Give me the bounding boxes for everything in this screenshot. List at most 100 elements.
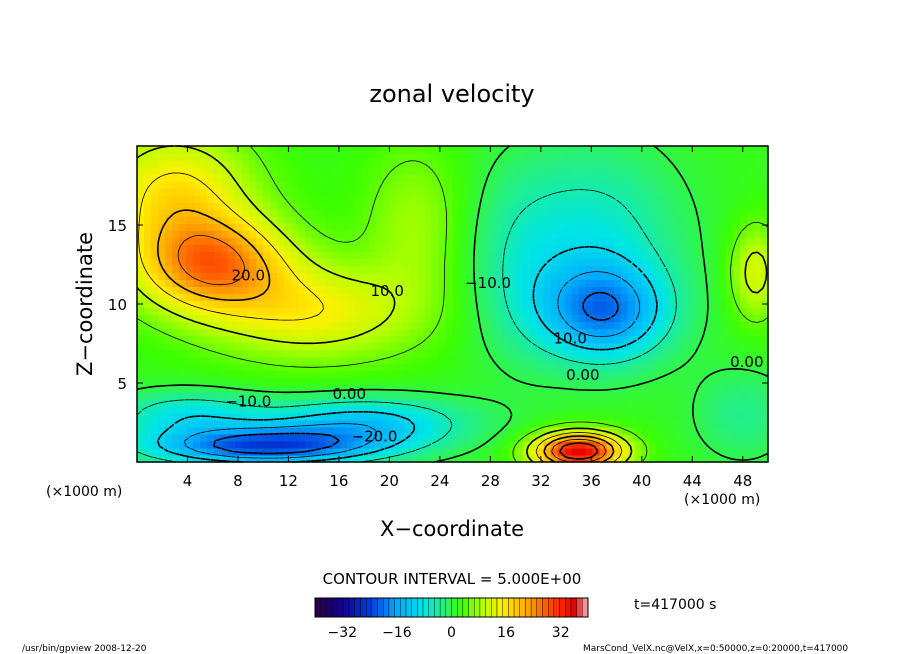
heat-cell: [536, 244, 545, 252]
heat-cell: [543, 391, 552, 400]
heat-cell: [480, 307, 489, 316]
heat-cell: [732, 447, 741, 456]
colorbar-swatch: [343, 597, 350, 618]
heat-cell: [326, 202, 334, 210]
heat-cell: [627, 440, 636, 449]
heat-cell: [389, 230, 398, 238]
heat-cell: [382, 370, 390, 379]
heat-cell: [179, 237, 187, 245]
heat-cell: [676, 237, 685, 245]
heat-cell: [480, 447, 489, 456]
heat-cell: [718, 363, 727, 372]
heat-cell: [711, 146, 720, 154]
heat-cell: [165, 426, 173, 435]
heat-cell: [158, 251, 166, 259]
heat-cell: [228, 405, 236, 414]
heat-cell: [172, 146, 180, 154]
heat-cell: [620, 258, 629, 266]
heat-cell: [312, 398, 320, 407]
heat-cell: [284, 153, 292, 161]
heat-cell: [256, 356, 264, 365]
colorbar-swatch: [445, 597, 452, 618]
heat-cell: [389, 433, 398, 442]
heat-cell: [333, 335, 341, 344]
heat-cell: [214, 258, 222, 266]
heat-cell: [480, 258, 489, 266]
heat-cell: [655, 237, 664, 245]
heat-cell: [760, 286, 769, 295]
heat-cell: [382, 405, 390, 414]
heat-cell: [277, 181, 285, 189]
heat-cell: [739, 328, 748, 337]
heat-cell: [641, 384, 650, 393]
heat-cell: [452, 405, 461, 414]
heat-cell: [214, 321, 222, 330]
heat-cell: [298, 286, 306, 295]
heat-cell: [606, 349, 615, 358]
heat-cell: [403, 209, 412, 217]
heat-cell: [312, 188, 320, 196]
heat-cell: [431, 181, 440, 189]
heat-cell: [550, 244, 559, 252]
heat-cell: [200, 377, 208, 386]
heat-cell: [662, 328, 671, 337]
heat-cell: [550, 384, 559, 393]
heat-cell: [438, 272, 447, 281]
heat-cell: [172, 377, 180, 386]
colorbar-swatch: [394, 597, 401, 618]
heat-cell: [515, 223, 524, 231]
heat-cell: [634, 447, 643, 456]
heat-cell: [585, 335, 594, 344]
heat-cell: [333, 440, 341, 449]
heat-cell: [578, 349, 587, 358]
heat-cell: [221, 202, 229, 210]
heat-cell: [480, 188, 489, 196]
heat-cell: [277, 440, 285, 449]
heat-cell: [459, 174, 468, 182]
heat-cell: [382, 160, 390, 168]
heat-cell: [564, 314, 573, 323]
heat-cell: [641, 230, 650, 238]
heat-cell: [634, 391, 643, 400]
heat-cell: [326, 293, 334, 302]
heat-cell: [641, 447, 650, 456]
heat-cell: [221, 230, 229, 238]
heat-cell: [277, 370, 285, 379]
heat-cell: [550, 398, 559, 407]
heat-cell: [760, 328, 769, 337]
heat-cell: [431, 167, 440, 175]
heat-cell: [263, 272, 271, 281]
heat-cell: [165, 279, 173, 288]
heat-cell: [277, 153, 285, 161]
heat-cell: [452, 335, 461, 344]
heat-cell: [263, 405, 271, 414]
heat-cell: [613, 370, 622, 379]
heat-cell: [655, 363, 664, 372]
heat-cell: [683, 174, 692, 182]
heat-cell: [263, 293, 271, 302]
heat-cell: [284, 174, 292, 182]
heat-cell: [151, 244, 159, 252]
heat-cell: [158, 370, 166, 379]
heat-cell: [578, 335, 587, 344]
heat-cell: [627, 202, 636, 210]
heat-cell: [221, 440, 229, 449]
heat-cell: [515, 412, 524, 421]
heat-cell: [571, 321, 580, 330]
heat-cell: [725, 426, 734, 435]
heat-cell: [207, 433, 215, 442]
heat-cell: [648, 153, 657, 161]
heat-cell: [347, 181, 355, 189]
heat-cell: [529, 363, 538, 372]
heat-cell: [697, 440, 706, 449]
heat-cell: [312, 293, 320, 302]
heat-cell: [697, 202, 706, 210]
heat-cell: [165, 181, 173, 189]
heat-cell: [319, 356, 327, 365]
heat-cell: [396, 209, 405, 217]
colorbar-swatch: [434, 597, 441, 618]
heat-cell: [536, 279, 545, 288]
heat-cell: [242, 300, 250, 309]
heat-cell: [739, 342, 748, 351]
heat-cell: [389, 272, 398, 281]
